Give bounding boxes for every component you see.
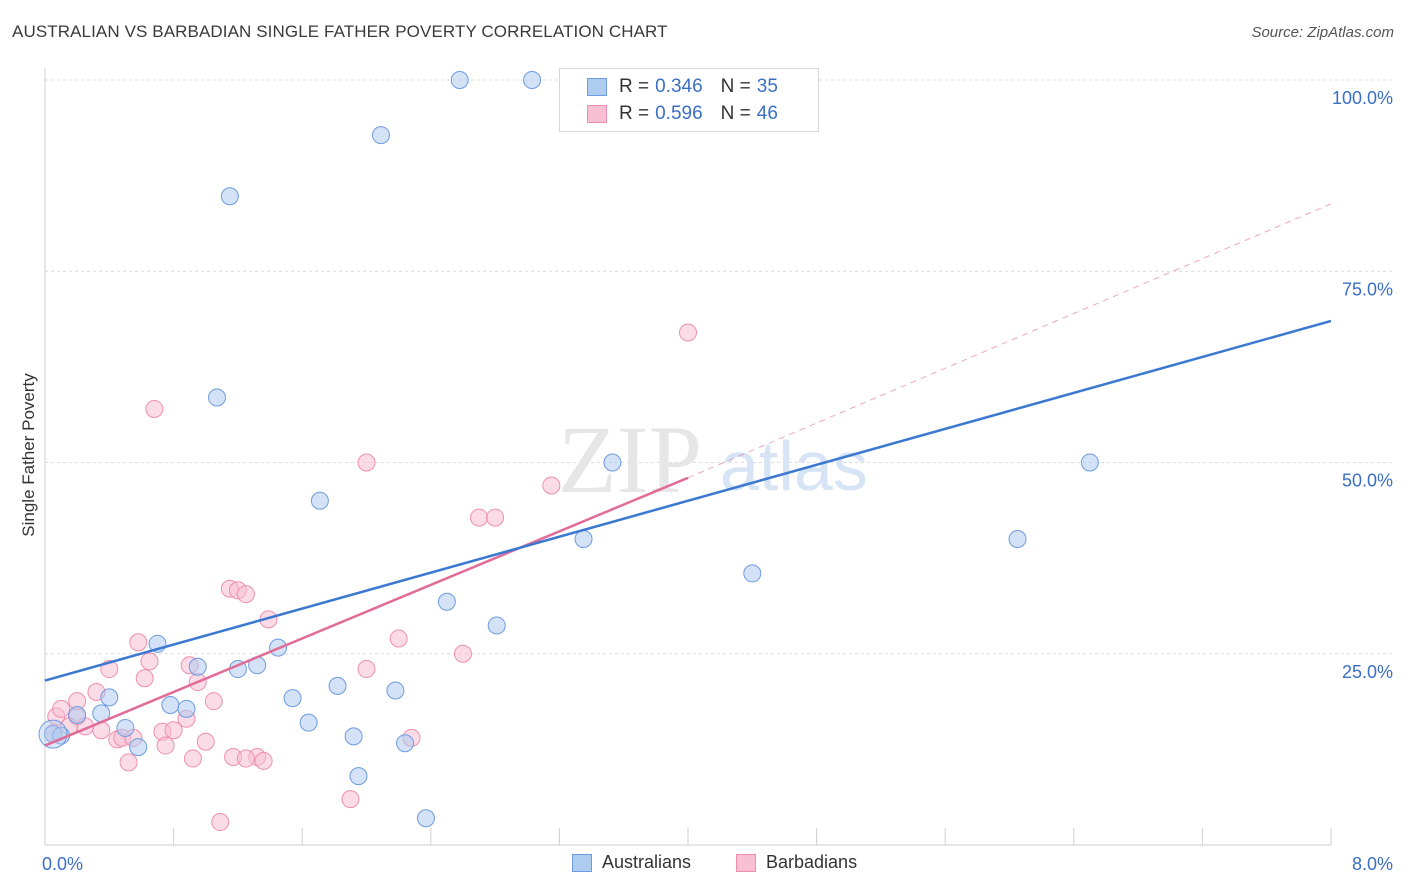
australians-point (220, 187, 239, 206)
australians-point (344, 727, 363, 746)
legend-n-label: N = (720, 76, 751, 97)
australians-point (129, 738, 148, 757)
legend-swatch-australians (587, 78, 607, 96)
barbadians-point (236, 585, 255, 604)
australians-point (1008, 530, 1027, 548)
y-tick-label: 50.0% (1342, 471, 1393, 491)
barbadians-point (156, 736, 175, 755)
barbadians-point (470, 508, 489, 527)
watermark-atlas: atlas (720, 427, 868, 505)
australians-point (208, 388, 227, 407)
watermark-zip: ZIP (558, 406, 702, 513)
australians-point (603, 453, 622, 472)
australians-point-cluster (38, 719, 68, 749)
barbadians-point (196, 732, 215, 751)
watermark: ZIP atlas (558, 406, 868, 513)
australians-point (188, 657, 207, 676)
australians-point (161, 696, 180, 715)
axes-layer (44, 68, 1332, 846)
australians-point (177, 699, 196, 718)
barbadians-point (357, 453, 376, 472)
barbadians-point (486, 508, 505, 527)
legend-r-value: 0.346 (655, 76, 703, 97)
legend-swatch-barbadians (587, 105, 607, 123)
australians-point (396, 734, 415, 753)
barbadians-point (453, 644, 472, 663)
barbadians-point (679, 323, 697, 342)
barbadians-point (164, 721, 183, 740)
barbadians-point (211, 813, 230, 832)
grid-layer (45, 79, 1395, 655)
source-label: Source: ZipAtlas.com (1251, 24, 1394, 41)
australians-point (523, 71, 542, 89)
tick-labels: 25.0% 50.0% 75.0% 100.0% 0.0% 8.0% (42, 88, 1393, 874)
bottom-legend-label-barbadians: Barbadians (766, 852, 858, 872)
bottom-legend-swatch-barbadians (736, 853, 756, 872)
legend-n-value: 35 (756, 76, 778, 97)
australians-point (310, 491, 329, 510)
barbadians-point (236, 749, 255, 768)
barbadians-trend-line (44, 476, 689, 747)
legend-row-australians: R = 0.346 N = 35 (560, 74, 778, 100)
legend-n-value: 46 (756, 103, 778, 124)
australians-trend-line (44, 319, 1332, 682)
barbadians-point (135, 669, 154, 688)
australians-point (68, 705, 87, 724)
australians-point (371, 126, 390, 145)
australians-point (574, 530, 593, 548)
bottom-legend-barbadians[interactable]: Barbadians (736, 852, 857, 873)
barbadians-point (183, 749, 202, 768)
legend-n-label: N = (720, 103, 751, 124)
y-tick-label: 100.0% (1332, 88, 1393, 108)
australians-point (450, 71, 469, 89)
legend-r-label: R = (619, 76, 650, 97)
australians-point (487, 616, 506, 635)
australians-point (349, 767, 368, 786)
barbadians-point (119, 753, 138, 772)
series-australians-points (38, 71, 1099, 828)
australians-point (437, 592, 456, 611)
correlation-legend: R = 0.346 N = 35 R = 0.596 N = 46 (559, 68, 819, 132)
barbadians-point (341, 790, 360, 809)
australians-point (100, 688, 119, 707)
bottom-legend-australians[interactable]: Australians (572, 852, 691, 873)
australians-point (328, 676, 347, 695)
x-tick-label: 0.0% (42, 854, 83, 874)
australians-point (1080, 453, 1099, 472)
chart-title: AUSTRALIAN VS BARBADIAN SINGLE FATHER PO… (12, 22, 668, 41)
australians-point (416, 809, 435, 828)
barbadians-point (389, 629, 408, 648)
legend-row-barbadians: R = 0.596 N = 46 (560, 101, 778, 127)
australians-point (116, 718, 135, 737)
australians-point (283, 689, 302, 708)
barbadians-point (129, 633, 148, 652)
barbadians-point (357, 660, 376, 679)
barbadians-trend-extension (687, 203, 1332, 479)
bottom-legend-swatch-australians (572, 853, 592, 872)
legend-r-label: R = (619, 103, 650, 124)
australians-point (299, 713, 318, 732)
y-axis-label: Single Father Poverty (19, 373, 38, 537)
australians-point (743, 564, 762, 583)
barbadians-point (52, 699, 71, 718)
barbadians-point (140, 652, 159, 671)
barbadians-point (542, 476, 561, 495)
bottom-legend: Australians Barbadians (0, 852, 1406, 878)
australians-point (386, 681, 405, 700)
x-tick-label: 8.0% (1352, 854, 1393, 874)
bottom-legend-label-australians: Australians (602, 852, 692, 872)
barbadians-point (145, 399, 164, 418)
y-tick-label: 75.0% (1342, 279, 1393, 299)
legend-r-value: 0.596 (655, 103, 703, 124)
barbadians-point (254, 751, 273, 770)
y-tick-label: 25.0% (1342, 662, 1393, 682)
trend-lines (44, 203, 1332, 747)
barbadians-point (204, 692, 223, 711)
